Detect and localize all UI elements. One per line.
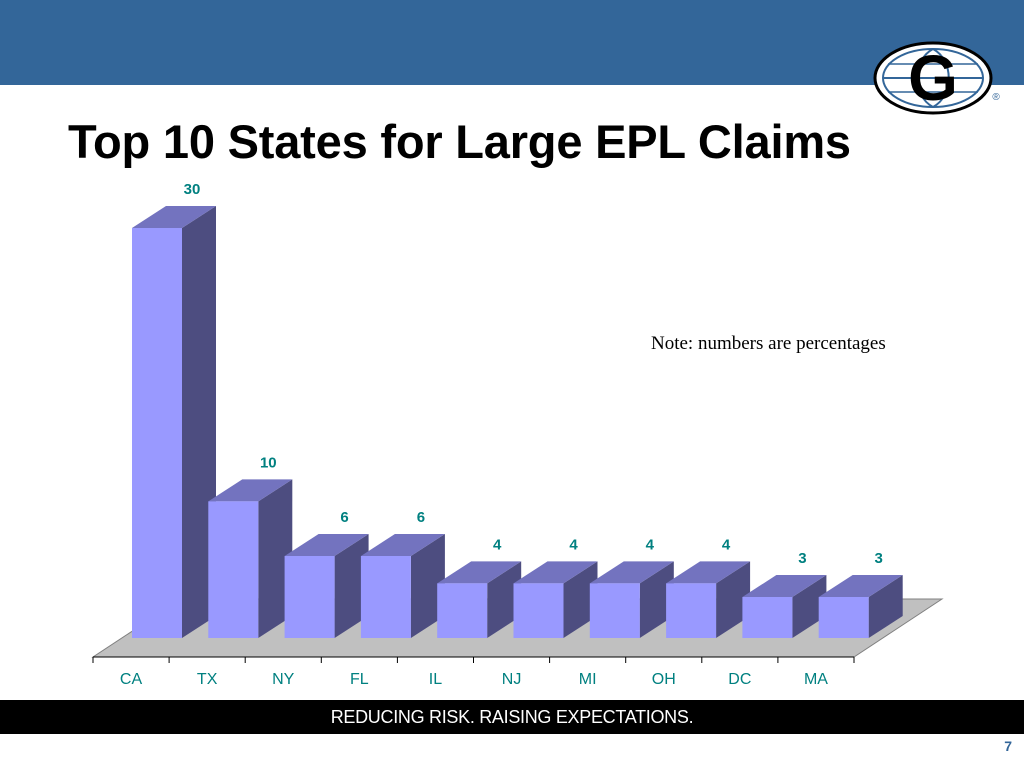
data-label-dc: 3 [798, 550, 806, 567]
logo-registered-mark: ® [992, 92, 1000, 103]
x-tick-label-tx: TX [197, 671, 218, 688]
bar-side-mi [639, 561, 674, 638]
bar-ma [818, 597, 869, 638]
x-tick-label-ma: MA [804, 671, 828, 688]
bar-dc [742, 597, 793, 638]
bar-fl [360, 556, 411, 638]
footer-slogan: REDUCING RISK. RAISING EXPECTATIONS. [330, 706, 694, 727]
x-tick-label-ny: NY [272, 671, 295, 688]
slide-title: Top 10 States for Large EPL Claims [68, 115, 851, 168]
data-label-tx: 10 [260, 454, 277, 471]
data-label-oh: 4 [722, 536, 731, 553]
x-tick-label-dc: DC [728, 671, 751, 688]
bar-top-il [437, 561, 522, 584]
bar-side-dc [792, 575, 827, 638]
data-label-ny: 6 [340, 509, 348, 526]
page-number: 7 [1004, 738, 1012, 754]
top-band [0, 0, 1024, 85]
bar-side-oh [716, 561, 751, 638]
bar-ny [284, 556, 335, 638]
footer-bar: REDUCING RISK. RAISING EXPECTATIONS. [0, 700, 1024, 734]
bar-top-ny [284, 534, 369, 556]
chart-note: Note: numbers are percentages [651, 333, 886, 354]
logo-letter: G [908, 42, 958, 114]
bar-side-il [487, 561, 522, 638]
bar-side-nj [563, 561, 598, 638]
data-label-ma: 3 [875, 550, 883, 567]
company-logo-icon: G ® [873, 41, 1000, 115]
bar-side-ny [334, 534, 369, 638]
x-tick-label-fl: FL [350, 671, 369, 688]
bar-tx [208, 501, 259, 638]
bar-top-dc [742, 575, 827, 597]
bar-top-tx [208, 479, 293, 502]
bar-top-mi [589, 561, 674, 584]
x-tick-label-mi: MI [579, 671, 597, 688]
bar-il [437, 583, 488, 638]
bar-oh [666, 583, 717, 638]
bar-nj [513, 583, 564, 638]
x-tick-label-il: IL [429, 671, 442, 688]
bar-top-ca [132, 206, 216, 228]
bar-top-fl [360, 534, 445, 556]
bar-side-tx [258, 479, 293, 638]
data-label-il: 4 [493, 536, 502, 553]
bar-top-ma [818, 575, 903, 597]
bar-side-ma [868, 575, 903, 638]
bar-chart: 30 CA 10 TX 6 NY 6 FL 4 IL 4 NJ 4 MI 4 OH 3 DC 3 MA [91, 181, 944, 688]
bar-side-fl [410, 534, 445, 638]
data-label-fl: 6 [417, 509, 425, 526]
bar-top-nj [513, 561, 598, 584]
x-tick-label-nj: NJ [502, 671, 522, 688]
bar-side-ca [182, 206, 216, 638]
bar-top-oh [666, 561, 751, 584]
bar-mi [589, 583, 640, 638]
bar-ca [132, 228, 182, 638]
x-tick-label-oh: OH [652, 671, 676, 688]
data-label-nj: 4 [569, 536, 578, 553]
x-tick-label-ca: CA [120, 671, 143, 688]
data-label-ca: 30 [184, 181, 201, 198]
data-label-mi: 4 [646, 536, 655, 553]
